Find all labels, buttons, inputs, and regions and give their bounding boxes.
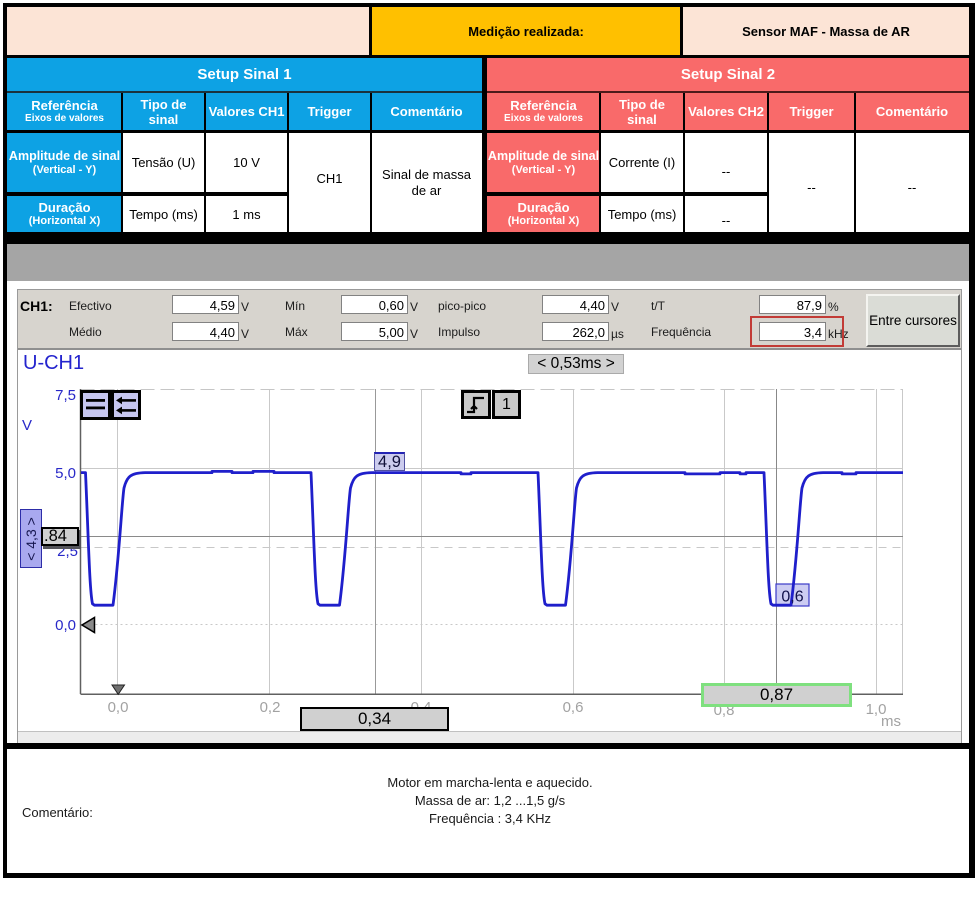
svg-text:0,6: 0,6 (781, 589, 803, 606)
